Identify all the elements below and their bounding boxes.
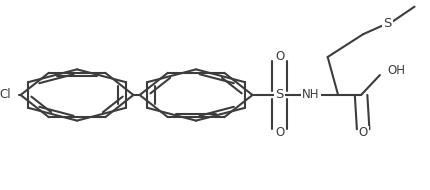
Text: NH: NH	[302, 89, 319, 101]
Text: O: O	[275, 127, 284, 139]
Text: Cl: Cl	[0, 89, 12, 101]
Text: O: O	[359, 127, 368, 139]
Text: O: O	[275, 51, 284, 63]
Text: S: S	[383, 17, 392, 30]
Text: OH: OH	[387, 64, 405, 77]
Text: S: S	[276, 89, 284, 101]
